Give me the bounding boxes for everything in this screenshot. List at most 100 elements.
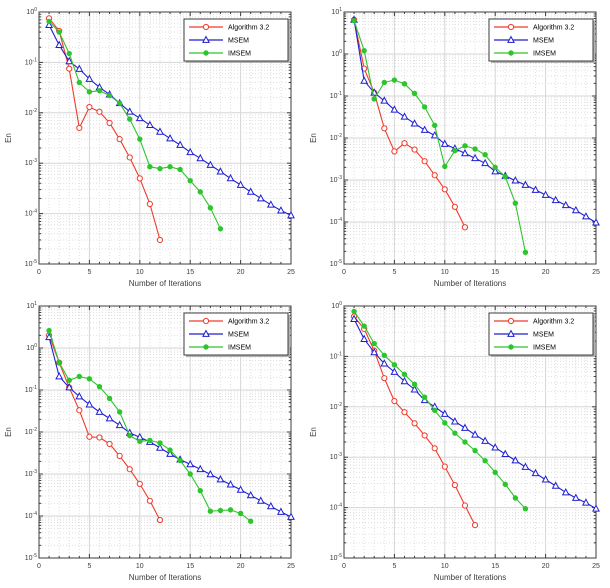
legend-label-msem: MSEM: [533, 332, 554, 339]
legend-label-imsem: IMSEM: [228, 345, 251, 352]
axis-box: [343, 11, 597, 265]
svg-text:15: 15: [186, 269, 194, 276]
x-tick-labels: 0 5 10 15 20 25: [342, 563, 600, 570]
chart-top-left: 0 5 10 15 20 25 100 10-1 10-2 10-3 10-4 10-5 Number …: [0, 0, 305, 294]
chart-svg-top-left: 0 5 10 15 20 25 100 10-1 10-2 10-3 10-4 10-5 Number …: [0, 0, 305, 294]
chart-svg-bottom-left: 0 5 10 15 20 25 101 100 10-1 10-2 10-3 10-4 10-5 Numb…: [0, 294, 305, 588]
svg-text:100: 100: [331, 49, 342, 58]
svg-text:101: 101: [26, 301, 37, 310]
series-msem: [350, 314, 600, 512]
major-grid: [39, 306, 291, 558]
svg-text:100: 100: [26, 343, 37, 352]
svg-text:25: 25: [287, 269, 295, 276]
y-axis-label: En: [309, 133, 318, 143]
legend-label-algorithm32: Algorithm 3.2: [533, 319, 574, 326]
legend: Algorithm 3.2 MSEM IMSEM: [183, 18, 290, 63]
series-imsem: [46, 18, 224, 232]
legend-label-algorithm32: Algorithm 3.2: [228, 25, 269, 32]
svg-text:100: 100: [26, 7, 37, 16]
axis-box: [38, 11, 292, 265]
svg-text:10-1: 10-1: [25, 385, 37, 394]
y-tick-labels: 100 10-1 10-2 10-3 10-4 10-5: [330, 301, 342, 562]
svg-text:5: 5: [392, 563, 396, 570]
chart-svg-bottom-right: 0 5 10 15 20 25 100 10-1 10-2 10-3 10-4 10-5 Number …: [305, 294, 610, 588]
legend-label-imsem: IMSEM: [228, 51, 251, 58]
svg-text:10-1: 10-1: [330, 351, 342, 360]
y-tick-labels: 100 10-1 10-2 10-3 10-4 10-5: [25, 7, 37, 268]
svg-text:10-5: 10-5: [25, 259, 37, 268]
axis-box: [38, 305, 292, 559]
svg-text:10: 10: [441, 563, 449, 570]
svg-text:15: 15: [491, 269, 499, 276]
svg-text:10-4: 10-4: [25, 209, 37, 218]
legend: Algorithm 3.2 MSEM IMSEM: [183, 312, 290, 357]
svg-text:25: 25: [592, 563, 600, 570]
y-axis-label: En: [309, 427, 318, 437]
legend: Algorithm 3.2 MSEM IMSEM: [488, 18, 595, 63]
svg-text:10: 10: [136, 563, 144, 570]
svg-text:10-5: 10-5: [330, 259, 342, 268]
series-msem: [45, 20, 295, 219]
x-tick-labels: 0 5 10 15 20 25: [37, 269, 295, 276]
y-tick-labels: 101 100 10-1 10-2 10-3 10-4 10-5: [25, 301, 37, 562]
svg-text:10-2: 10-2: [25, 108, 37, 117]
x-axis-label: Number of Iterations: [434, 573, 506, 582]
svg-text:10-2: 10-2: [330, 133, 342, 142]
x-tick-labels: 0 5 10 15 20 25: [342, 269, 600, 276]
legend: Algorithm 3.2 MSEM IMSEM: [488, 312, 595, 357]
svg-text:15: 15: [186, 563, 194, 570]
chart-bottom-left: 0 5 10 15 20 25 101 100 10-1 10-2 10-3 10-4 10-5 Numb…: [0, 294, 305, 588]
svg-text:101: 101: [331, 7, 342, 16]
legend-label-msem: MSEM: [228, 332, 249, 339]
x-axis-label: Number of Iterations: [434, 279, 506, 288]
svg-text:10-3: 10-3: [25, 469, 37, 478]
legend-label-algorithm32: Algorithm 3.2: [228, 319, 269, 326]
svg-text:10-4: 10-4: [330, 503, 342, 512]
x-axis-label: Number of Iterations: [129, 279, 201, 288]
series-imsem: [351, 308, 529, 512]
svg-text:20: 20: [542, 563, 550, 570]
series-msem: [350, 15, 600, 226]
svg-text:10-5: 10-5: [330, 553, 342, 562]
svg-text:0: 0: [37, 563, 41, 570]
chart-top-right: 0 5 10 15 20 25 101 100 10-1 10-2 10-3 10-4 10-5 Numb…: [305, 0, 610, 294]
legend-label-algorithm32: Algorithm 3.2: [533, 25, 574, 32]
chart-svg-top-right: 0 5 10 15 20 25 101 100 10-1 10-2 10-3 10-4 10-5 Numb…: [305, 0, 610, 294]
legend-label-msem: MSEM: [228, 38, 249, 45]
svg-text:15: 15: [491, 563, 499, 570]
svg-text:20: 20: [237, 563, 245, 570]
y-axis-label: En: [4, 427, 13, 437]
svg-text:10-3: 10-3: [330, 175, 342, 184]
svg-text:10-3: 10-3: [330, 452, 342, 461]
svg-text:0: 0: [342, 563, 346, 570]
svg-text:10-5: 10-5: [25, 553, 37, 562]
svg-text:5: 5: [392, 269, 396, 276]
svg-text:10-4: 10-4: [330, 217, 342, 226]
svg-text:10-4: 10-4: [25, 511, 37, 520]
y-tick-labels: 101 100 10-1 10-2 10-3 10-4 10-5: [330, 7, 342, 268]
svg-text:10-2: 10-2: [25, 427, 37, 436]
svg-text:10-3: 10-3: [25, 158, 37, 167]
legend-label-imsem: IMSEM: [533, 345, 556, 352]
svg-text:10: 10: [441, 269, 449, 276]
series-algorithm32: [45, 15, 164, 244]
svg-text:10-1: 10-1: [25, 57, 37, 66]
axis-box: [343, 305, 597, 559]
svg-text:25: 25: [592, 269, 600, 276]
chart-bottom-right: 0 5 10 15 20 25 100 10-1 10-2 10-3 10-4 10-5 Number …: [305, 294, 610, 588]
svg-text:100: 100: [331, 301, 342, 310]
svg-text:10-2: 10-2: [330, 402, 342, 411]
series-imsem: [351, 18, 529, 255]
x-axis-label: Number of Iterations: [129, 573, 201, 582]
x-tick-labels: 0 5 10 15 20 25: [37, 563, 295, 570]
svg-text:10-1: 10-1: [330, 91, 342, 100]
svg-text:5: 5: [87, 563, 91, 570]
svg-text:20: 20: [237, 269, 245, 276]
svg-text:0: 0: [37, 269, 41, 276]
legend-label-msem: MSEM: [533, 38, 554, 45]
y-axis-label: En: [4, 133, 13, 143]
series-imsem: [46, 327, 254, 524]
svg-text:25: 25: [287, 563, 295, 570]
legend-label-imsem: IMSEM: [533, 51, 556, 58]
